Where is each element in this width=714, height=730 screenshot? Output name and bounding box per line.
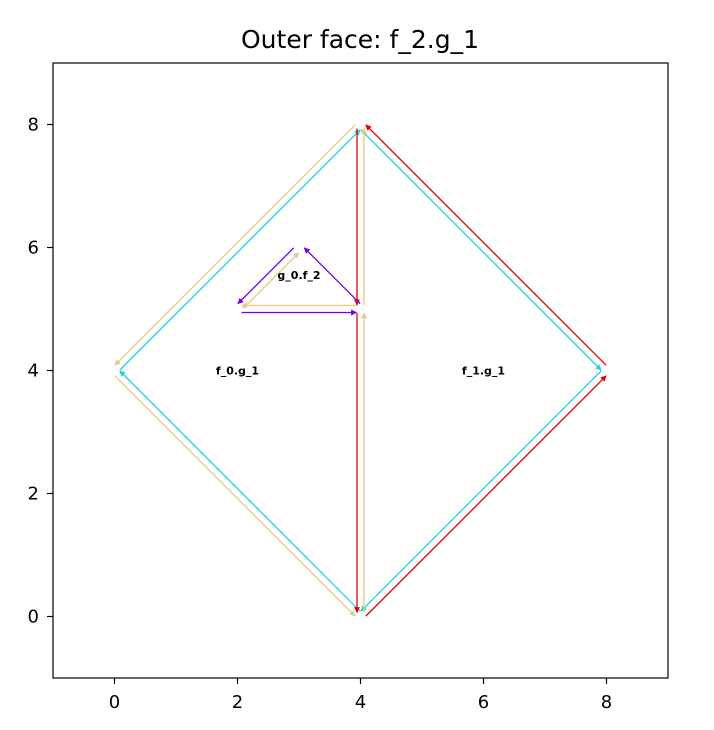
y-tick-label-1: 2 [28,484,39,505]
face-label-1: f_1.g_1 [462,365,505,378]
edge-1 [119,370,361,612]
y-axis: 0 2 4 6 8 [28,115,53,628]
x-axis: 0 2 4 6 8 [109,678,612,713]
edge-2 [360,370,602,612]
edge-8 [242,252,300,310]
edge-11 [365,124,607,366]
face-label-0: f_0.g_1 [216,365,259,378]
x-tick-label-2: 4 [355,692,366,713]
face-label-2: g_0.f_2 [277,269,320,282]
edge-4 [114,124,356,366]
plot-frame [52,62,669,679]
x-tick-label-3: 6 [478,692,489,713]
face-labels-layer: f_0.g_1 f_1.g_1 g_0.f_2 [216,269,505,377]
x-tick-label-1: 2 [232,692,243,713]
edge-15 [303,247,361,305]
edges-layer [114,124,607,617]
edge-10 [365,375,607,617]
x-tick-label-0: 0 [109,692,120,713]
chart-title: Outer face: f_2.g_1 [241,25,479,54]
y-tick-label-4: 8 [28,115,39,136]
y-tick-label-3: 6 [28,238,39,259]
edge-3 [360,129,602,371]
y-tick-label-2: 4 [28,361,39,382]
edge-0 [119,129,361,371]
edge-5 [114,375,356,617]
x-tick-label-4: 8 [601,692,612,713]
edge-16 [237,247,295,305]
y-tick-label-0: 0 [28,607,39,628]
